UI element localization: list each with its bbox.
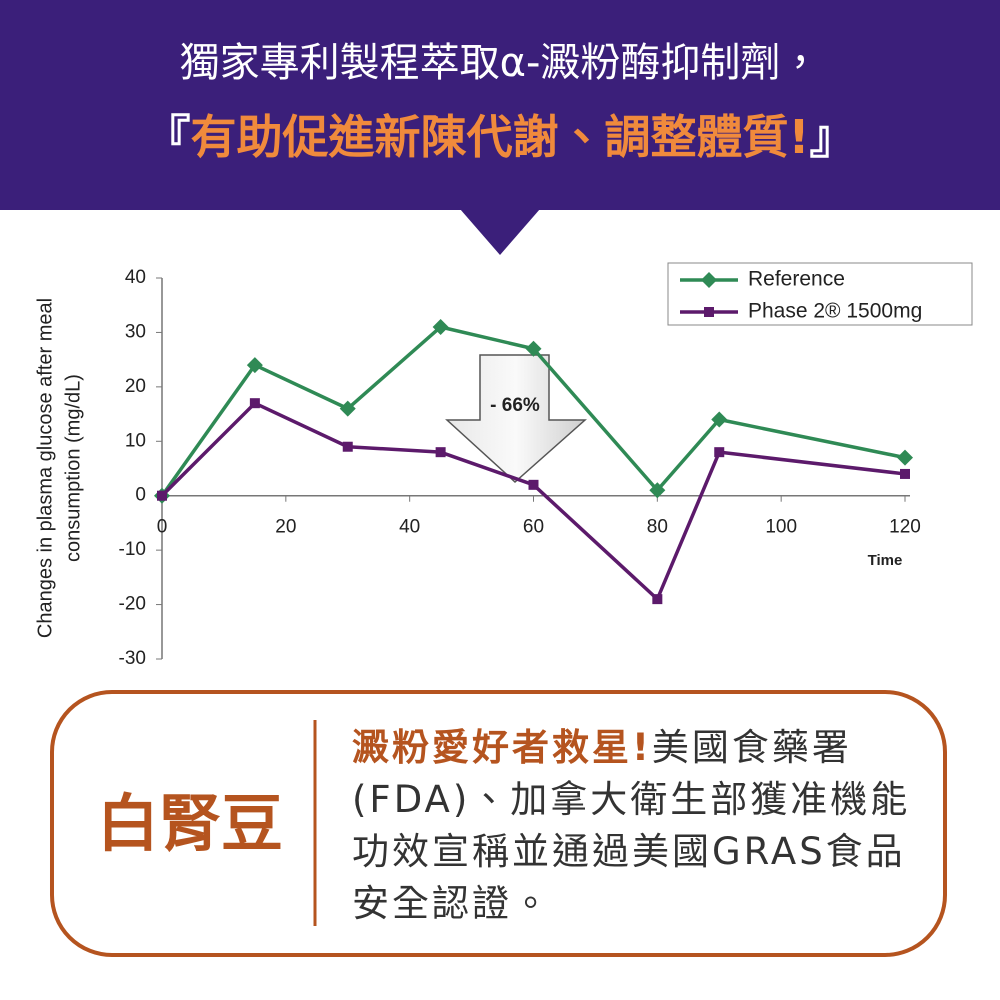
data-point xyxy=(649,482,666,499)
y-axis-label: Changes in plasma glucose after meal xyxy=(34,298,56,638)
callout-box xyxy=(50,690,947,957)
bracket: 』 xyxy=(809,110,855,164)
y-tick-label: 20 xyxy=(125,376,146,397)
x-tick-label: 20 xyxy=(275,517,296,538)
legend-marker xyxy=(704,307,714,317)
data-point xyxy=(900,468,910,479)
legend-label: Phase 2® 1500mg xyxy=(748,300,922,323)
data-point xyxy=(528,479,539,490)
legend-box xyxy=(667,262,973,326)
data-point xyxy=(342,441,353,452)
y-tick-label: 10 xyxy=(125,430,146,451)
y-tick-label: -30 xyxy=(119,648,146,669)
bracket: 『 xyxy=(145,110,191,164)
x-tick-label: 120 xyxy=(889,517,921,538)
y-tick-label: 0 xyxy=(135,485,146,506)
y-tick-label: 30 xyxy=(125,321,146,342)
data-point xyxy=(711,411,728,428)
data-point xyxy=(339,400,356,417)
header-line2: 『有助促進新陳代謝、調整體質!』 xyxy=(145,110,856,164)
annotation: - 66% xyxy=(490,395,540,416)
slogan: 有助促進新陳代謝、調整體質! xyxy=(191,110,810,164)
x-tick-label: 100 xyxy=(765,517,797,538)
x-tick-label: 0 xyxy=(157,517,168,538)
data-point xyxy=(652,594,663,605)
y-tick-label: -20 xyxy=(119,594,146,615)
data-point xyxy=(249,398,260,409)
x-tick-label: 80 xyxy=(647,517,668,538)
y-axis-label: consumption (mg/dL) xyxy=(62,374,84,562)
header-notch xyxy=(460,209,540,255)
x-tick-label: 60 xyxy=(523,517,544,538)
y-tick-label: -10 xyxy=(119,539,146,560)
callout-body: 美國食藥署(FDA)、加拿大衛生部獲准機能功效宣稱並通過美國GRAS食品安全認證… xyxy=(352,726,911,925)
series-line xyxy=(160,325,906,497)
y-tick-label: 40 xyxy=(125,267,146,288)
data-point xyxy=(246,357,263,374)
callout-highlight: 澱粉愛好者救星! xyxy=(352,726,652,769)
legend-label: Reference xyxy=(748,268,845,291)
legend-marker xyxy=(701,272,717,288)
x-axis-label: Time xyxy=(868,552,903,569)
x-tick-label: 40 xyxy=(399,517,420,538)
data-point xyxy=(432,318,449,335)
data-point xyxy=(157,490,167,501)
data-point xyxy=(525,340,542,357)
data-point xyxy=(714,447,725,458)
series-line xyxy=(160,401,906,601)
header-line1: 獨家專利製程萃取α-澱粉酶抑制劑， xyxy=(180,40,821,86)
callout-text: 澱粉愛好者救星!美國食藥署(FDA)、加拿大衛生部獲准機能功效宣稱並通過美國GR… xyxy=(352,722,922,930)
callout-name: 白腎豆 xyxy=(97,787,283,860)
data-point xyxy=(435,447,446,458)
header-band xyxy=(0,0,1000,210)
data-point xyxy=(897,449,913,466)
